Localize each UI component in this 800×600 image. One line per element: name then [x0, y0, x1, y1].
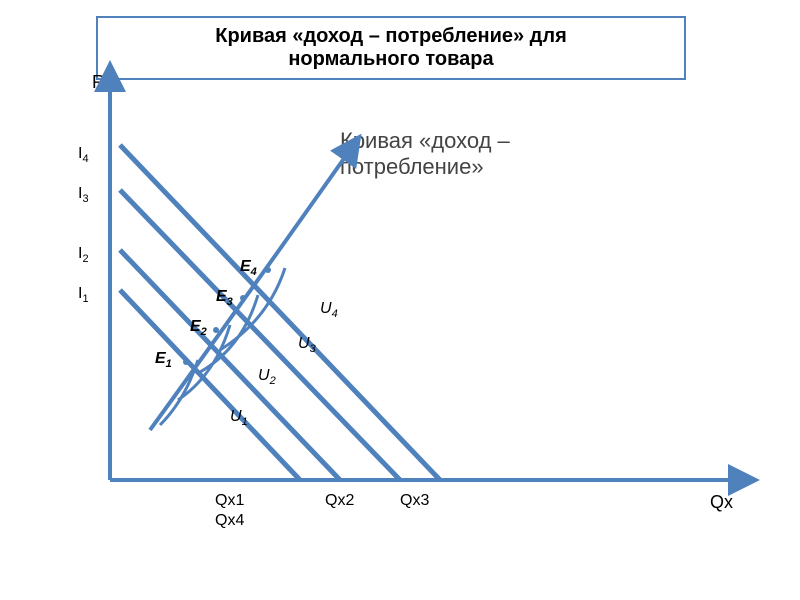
y-tick-label-I3: I3 — [78, 185, 89, 205]
u-label-U3: U3 — [298, 335, 316, 355]
equilibrium-point-3 — [240, 295, 246, 301]
point-label-E3: E3 — [216, 288, 233, 308]
u-label-U1: U1 — [230, 408, 248, 428]
u-label-U4: U4 — [320, 300, 338, 320]
y-tick-label-I4: I4 — [78, 145, 89, 165]
point-label-E4: E4 — [240, 258, 257, 278]
equilibrium-point-1 — [183, 359, 189, 365]
x-tick-label-Qx1: Qx1 — [215, 492, 244, 510]
point-label-E2: E2 — [190, 318, 207, 338]
budget-line-2 — [120, 250, 340, 480]
budget-lines — [120, 145, 440, 480]
x-tick-label-Qx2: Qx2 — [325, 492, 354, 510]
u-label-U2: U2 — [258, 367, 276, 387]
x-tick-label-Qx4: Qx4 — [215, 512, 244, 530]
y-tick-label-I2: I2 — [78, 245, 89, 265]
x-tick-label-Qx3: Qx3 — [400, 492, 429, 510]
budget-line-4 — [120, 145, 440, 480]
equilibrium-point-4 — [265, 267, 271, 273]
y-tick-label-I1: I1 — [78, 285, 89, 305]
chart-canvas — [0, 0, 800, 600]
equilibrium-point-2 — [213, 327, 219, 333]
point-label-E1: E1 — [155, 350, 172, 370]
